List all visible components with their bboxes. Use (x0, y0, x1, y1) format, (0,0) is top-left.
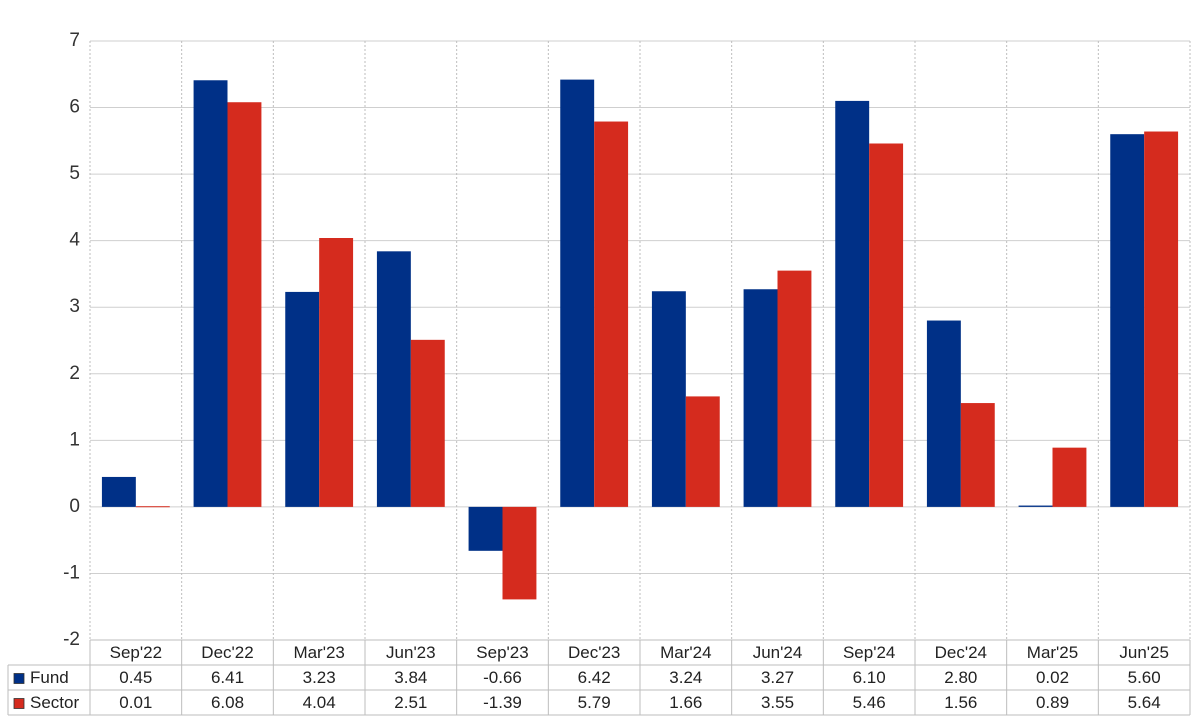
bar-fund-0 (101, 476, 136, 507)
data-label: 0.89 (1036, 693, 1069, 712)
y-axis: 7 6 5 4 3 2 1 0 -1 -2 (63, 30, 80, 650)
x-tick-label: Mar'24 (660, 643, 711, 662)
bar-sector-6 (685, 396, 720, 507)
bar-fund-5 (560, 79, 595, 507)
data-label: 6.41 (211, 668, 244, 687)
x-tick-label: Dec'24 (935, 643, 987, 662)
x-tick-label: Jun'24 (753, 643, 803, 662)
y-tick-label: 7 (69, 30, 80, 51)
y-tick-label: 0 (69, 496, 80, 517)
data-label: 1.66 (669, 693, 702, 712)
data-label: 5.60 (1128, 668, 1161, 687)
bar-sector-4 (502, 506, 537, 600)
bar-sector-8 (869, 143, 904, 507)
y-tick-label: -1 (63, 562, 80, 583)
bar-sector-7 (777, 270, 812, 507)
bar-fund-10 (1018, 505, 1053, 507)
data-label: 3.27 (761, 668, 794, 687)
data-label: 3.55 (761, 693, 794, 712)
data-label: -1.39 (483, 693, 522, 712)
data-label: 5.64 (1128, 693, 1161, 712)
data-label: 6.08 (211, 693, 244, 712)
data-label: 6.42 (578, 668, 611, 687)
data-label: 0.01 (119, 693, 152, 712)
data-label: -0.66 (483, 668, 522, 687)
x-tick-label: Sep'22 (110, 643, 162, 662)
data-label: 2.51 (394, 693, 427, 712)
bar-fund-7 (743, 289, 778, 507)
x-tick-label: Jun'23 (386, 643, 436, 662)
bar-sector-9 (960, 403, 995, 507)
data-label: 5.46 (853, 693, 886, 712)
x-tick-label: Jun'25 (1119, 643, 1169, 662)
legend-label-fund: Fund (30, 668, 69, 687)
data-label: 0.45 (119, 668, 152, 687)
x-tick-label: Mar'25 (1027, 643, 1078, 662)
x-tick-label: Sep'24 (843, 643, 895, 662)
bar-fund-1 (193, 80, 228, 507)
data-label: 3.84 (394, 668, 427, 687)
y-tick-label: 1 (69, 429, 80, 450)
data-label: 5.79 (578, 693, 611, 712)
x-tick-label: Mar'23 (293, 643, 344, 662)
bar-sector-2 (319, 238, 354, 507)
legend-swatch-fund (13, 673, 25, 684)
data-label: 1.56 (944, 693, 977, 712)
bar-sector-5 (594, 121, 629, 507)
chart-bars (101, 79, 1179, 600)
bar-fund-3 (376, 251, 411, 507)
y-tick-label: 4 (69, 230, 80, 251)
x-tick-label: Dec'23 (568, 643, 620, 662)
data-label: 3.24 (669, 668, 702, 687)
bar-fund-8 (835, 100, 870, 507)
data-table: Sep'22 Dec'22 Mar'23 Jun'23 Sep'23 Dec'23 Mar'… (7, 639, 1191, 716)
bar-fund-11 (1110, 134, 1145, 507)
bar-sector-3 (410, 339, 445, 507)
bar-fund-4 (468, 506, 503, 551)
data-label: 4.04 (303, 693, 336, 712)
bar-fund-9 (926, 320, 961, 507)
data-label: 2.80 (944, 668, 977, 687)
y-tick-label: 6 (69, 97, 80, 118)
y-tick-label: -2 (63, 629, 80, 650)
bar-fund-2 (285, 291, 320, 507)
bar-sector-1 (227, 102, 262, 507)
y-tick-label: 3 (69, 296, 80, 317)
bar-sector-10 (1052, 447, 1087, 507)
legend-swatch-sector (13, 698, 25, 709)
data-label: 3.23 (303, 668, 336, 687)
x-tick-label: Sep'23 (476, 643, 528, 662)
bar-sector-0 (135, 506, 170, 508)
bar-sector-11 (1144, 131, 1179, 507)
data-label: 0.02 (1036, 668, 1069, 687)
legend-label-sector: Sector (30, 693, 79, 712)
data-label: 6.10 (853, 668, 886, 687)
y-tick-label: 5 (69, 163, 80, 184)
x-tick-label: Dec'22 (201, 643, 253, 662)
y-tick-label: 2 (69, 363, 80, 384)
bar-fund-6 (651, 291, 686, 507)
